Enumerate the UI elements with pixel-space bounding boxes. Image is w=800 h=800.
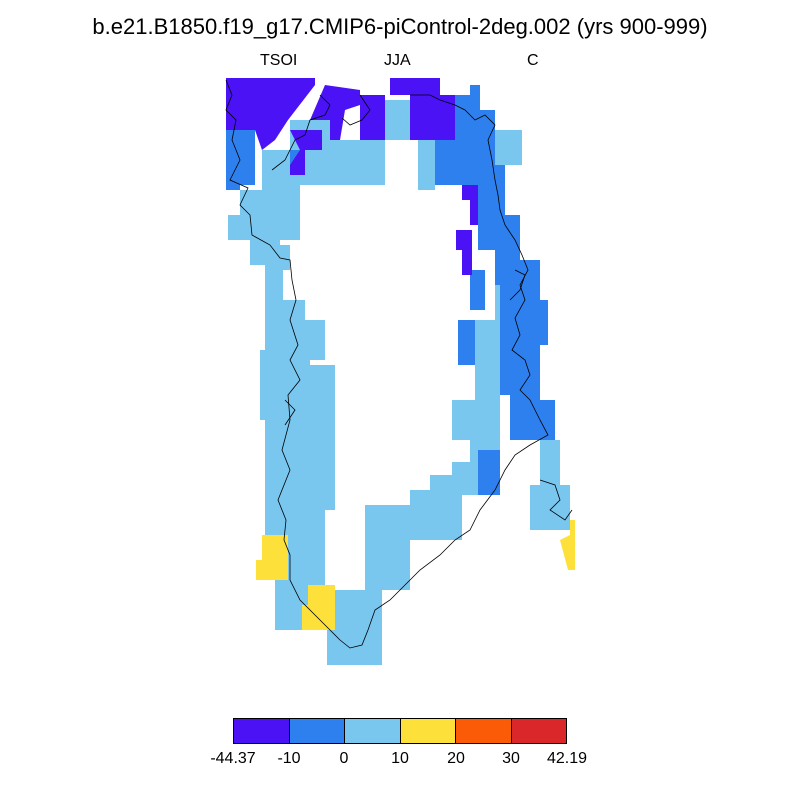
field-cell — [228, 120, 385, 315]
warm-anomaly-field — [256, 520, 575, 630]
colorbar-label: -44.37 — [210, 750, 256, 767]
field-cell — [470, 270, 485, 310]
field-cell — [456, 230, 472, 275]
variable-label: TSOI — [260, 52, 298, 69]
units-label: C — [527, 52, 539, 69]
field-cell — [530, 440, 575, 530]
season-label: JJA — [384, 52, 411, 69]
field-cell — [462, 185, 478, 225]
field-cell — [256, 535, 288, 580]
field-cell — [226, 130, 255, 190]
field-cell — [260, 300, 335, 630]
field-cell — [385, 100, 410, 140]
field-cell — [327, 590, 382, 665]
plot-title: b.e21.B1850.f19_g17.CMIP6-piControl-2deg… — [92, 14, 708, 39]
field-cell — [226, 78, 315, 150]
field-cell — [302, 585, 335, 630]
field-cell — [360, 95, 385, 140]
colorbar-box — [456, 719, 512, 743]
colorbar-label: 10 — [391, 750, 409, 767]
field-cell — [435, 130, 555, 440]
colorbar-box — [289, 719, 345, 743]
colorbar-box — [345, 719, 401, 743]
strong-cold-field — [226, 78, 478, 275]
coastline — [225, 79, 573, 649]
colorbar-box — [400, 719, 456, 743]
colorbar-label: 20 — [447, 750, 465, 767]
field-cell — [495, 130, 522, 165]
cold-anomaly-field — [226, 85, 555, 495]
field-cell — [365, 285, 510, 590]
colorbar-label: 30 — [502, 750, 520, 767]
field-cell — [478, 450, 500, 495]
colorbar-label: 42.19 — [546, 750, 588, 767]
field-cell — [390, 78, 455, 140]
field-cell — [310, 85, 360, 140]
colorbar-box — [511, 719, 566, 743]
field-cell — [458, 320, 475, 365]
colorbar-box — [234, 719, 290, 743]
colorbar-label: 0 — [339, 750, 349, 767]
field-cell — [290, 130, 322, 175]
colorbar-label: -10 — [277, 750, 301, 767]
field-cell — [560, 520, 575, 570]
colorbar — [233, 718, 567, 744]
